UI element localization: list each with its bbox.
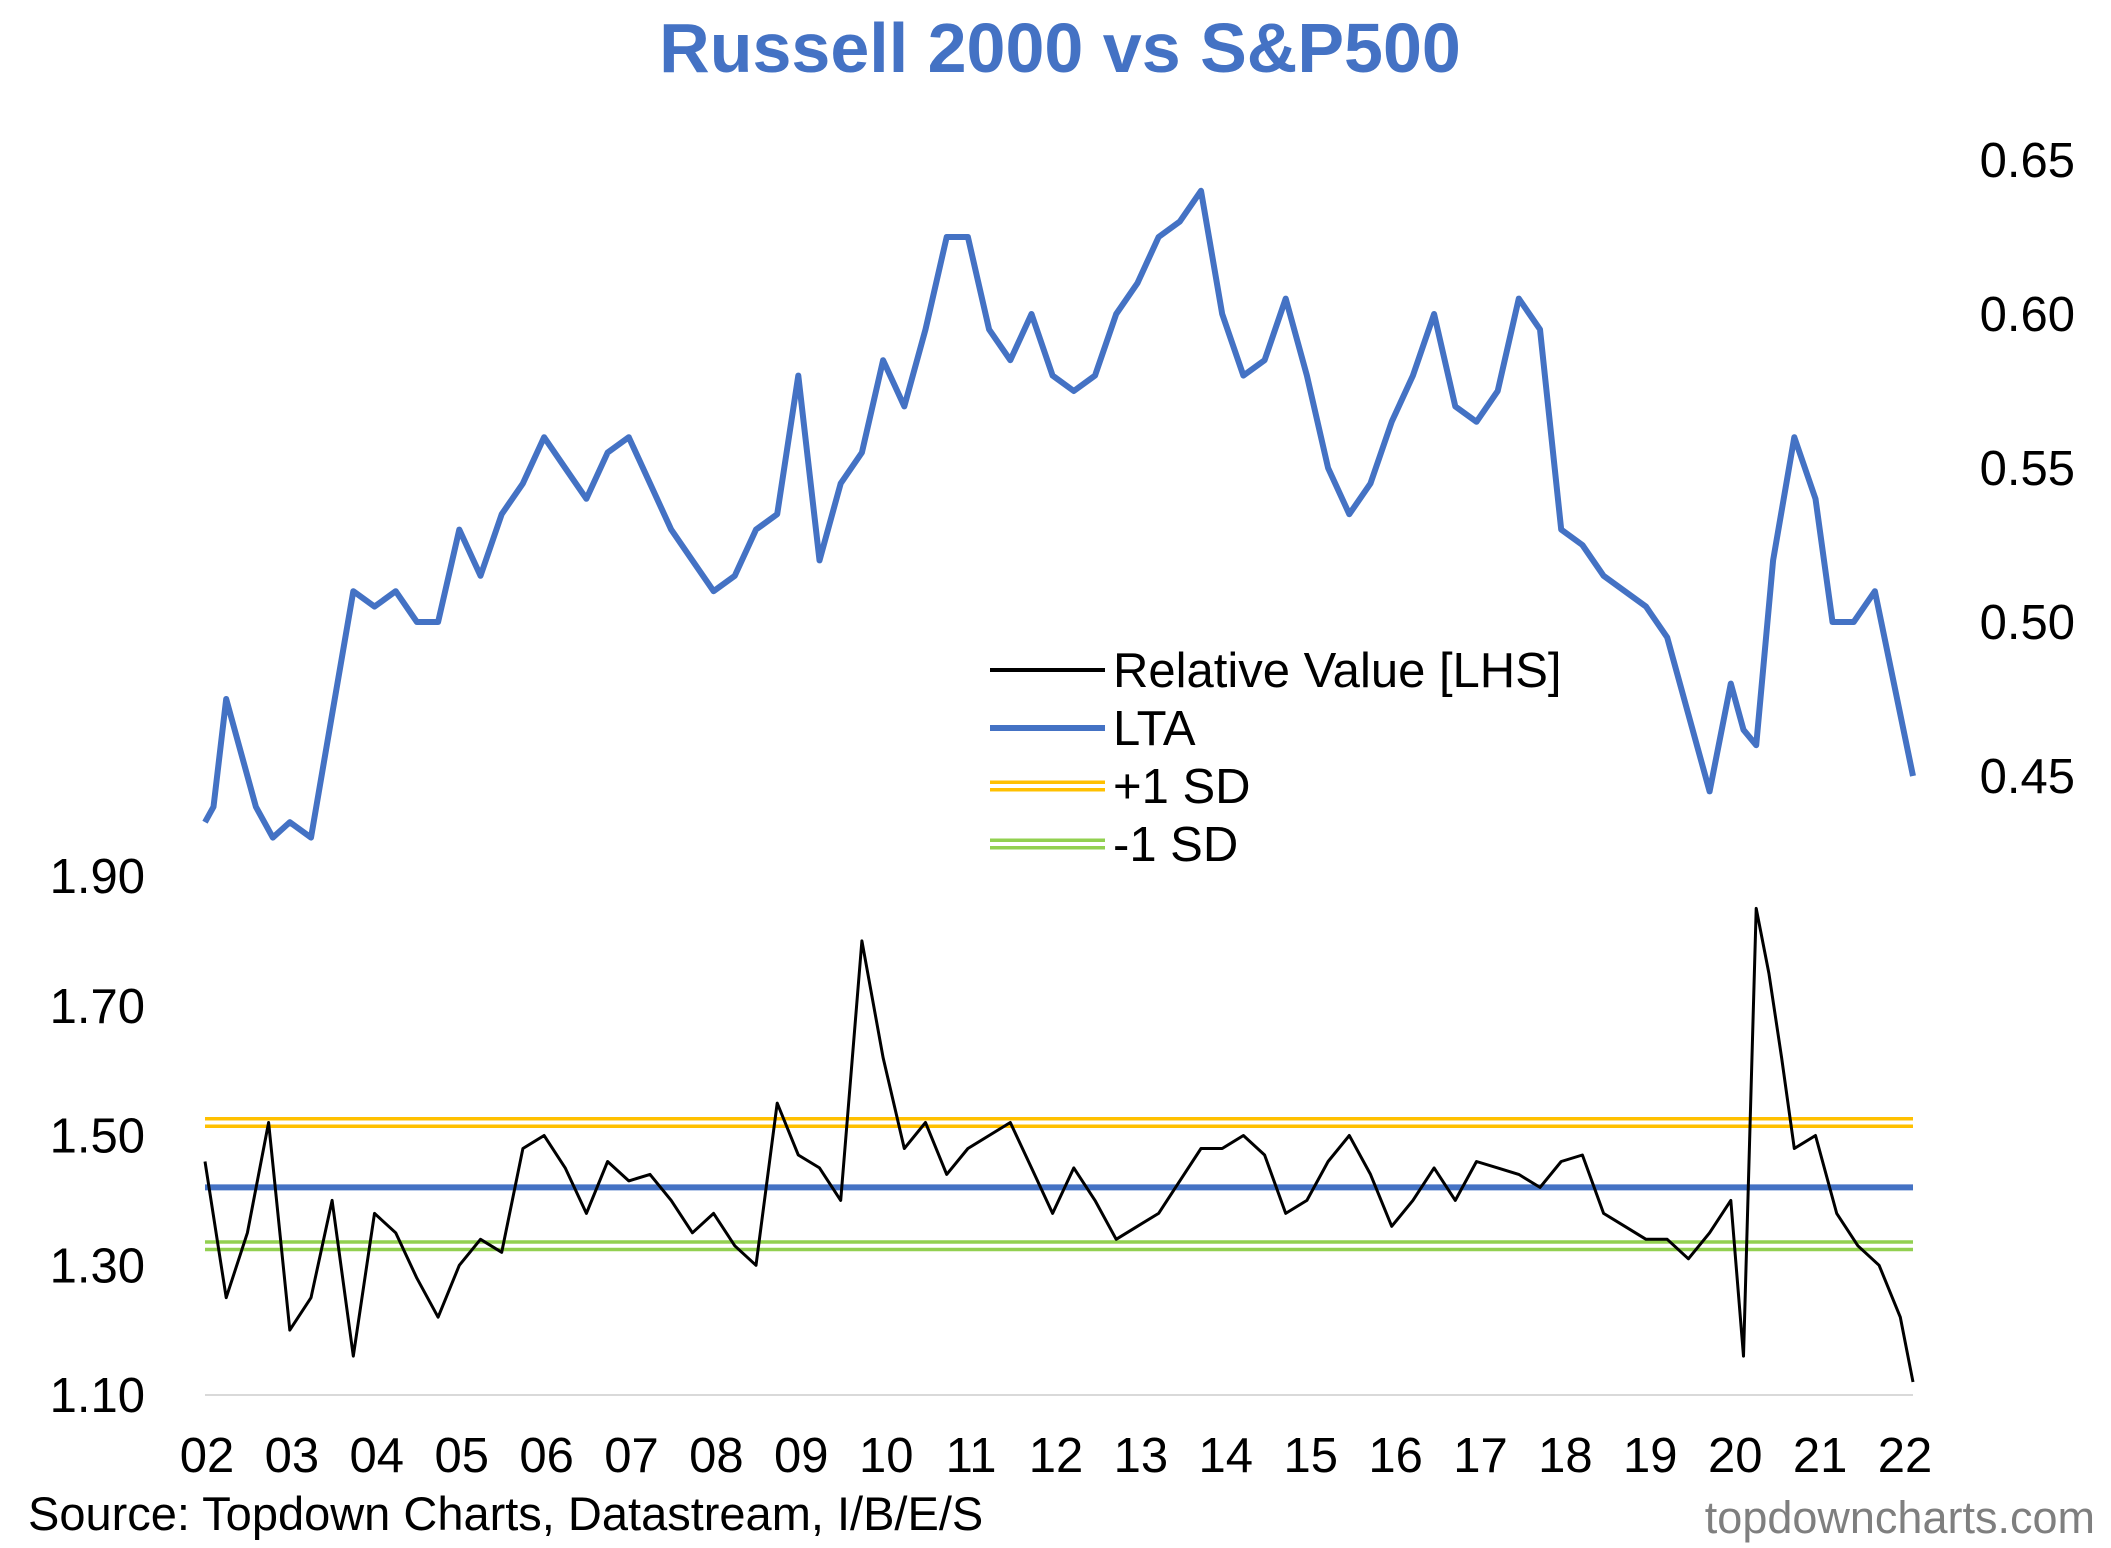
y-right-tick-label: 0.55: [1980, 442, 2075, 496]
x-tick-label: 06: [519, 1429, 574, 1483]
x-tick-label: 09: [774, 1429, 829, 1483]
x-tick-label: 12: [1029, 1429, 1084, 1483]
tick-labels: 1.10 1.30 1.50 1.70 1.90 0.45 0.50 0.55 0.60 0.65…: [50, 134, 2075, 1483]
x-tick-label: 22: [1878, 1429, 1933, 1483]
x-tick-label: 05: [434, 1429, 489, 1483]
legend-label: +1 SD: [1113, 760, 1251, 814]
x-tick-label: 21: [1793, 1429, 1848, 1483]
legend-label: Relative Value [LHS]: [1113, 644, 1562, 698]
y-left-tick-label: 1.70: [50, 980, 145, 1034]
legend: Relative Value [LHS]LTA+1 SD-1 SD: [990, 644, 1562, 872]
y-right-tick-label: 0.45: [1980, 750, 2075, 804]
x-tick-label: 10: [859, 1429, 914, 1483]
x-tick-label: 04: [350, 1429, 405, 1483]
y-left-tick-label: 1.50: [50, 1110, 145, 1164]
x-tick-label: 14: [1199, 1429, 1254, 1483]
y-right-tick-label: 0.50: [1980, 596, 2075, 650]
x-tick-label: 11: [946, 1429, 997, 1483]
x-tick-label: 13: [1114, 1429, 1169, 1483]
x-tick-label: 03: [265, 1429, 320, 1483]
legend-label: LTA: [1113, 702, 1196, 756]
relative-value-line: [203, 906, 1915, 1383]
legend-label: -1 SD: [1113, 818, 1238, 872]
y-right-tick-label: 0.65: [1980, 134, 2075, 188]
x-tick-label: 08: [689, 1429, 744, 1483]
y-left-tick-label: 1.10: [50, 1369, 145, 1423]
series-layer: [202, 187, 1916, 1383]
x-tick-label: 17: [1453, 1429, 1508, 1483]
x-tick-label: 07: [604, 1429, 659, 1483]
watermark: topdowncharts.com: [1705, 1492, 2095, 1543]
chart-title: Russell 2000 vs S&P500: [659, 9, 1461, 87]
y-right-tick-label: 0.60: [1980, 288, 2075, 342]
source-note: Source: Topdown Charts, Datastream, I/B/…: [28, 1487, 983, 1540]
y-left-tick-label: 1.90: [50, 850, 145, 904]
x-tick-label: 02: [180, 1429, 235, 1483]
x-tick-label: 18: [1538, 1429, 1593, 1483]
x-tick-label: 15: [1283, 1429, 1338, 1483]
x-tick-label: 19: [1623, 1429, 1678, 1483]
x-tick-label: 16: [1368, 1429, 1423, 1483]
x-tick-label: 20: [1708, 1429, 1763, 1483]
y-left-tick-label: 1.30: [50, 1239, 145, 1293]
right-axis-line: [202, 187, 1916, 841]
